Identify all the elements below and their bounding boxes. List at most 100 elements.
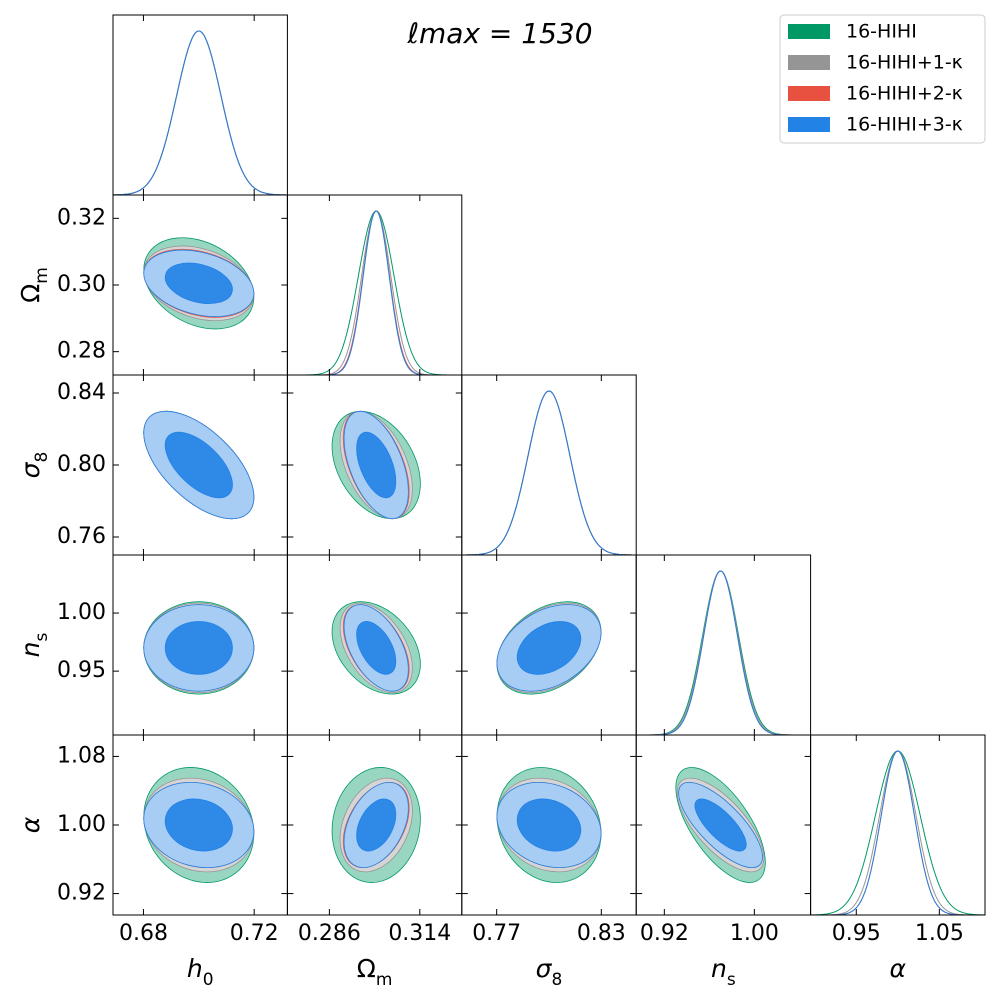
axis-label-part: Ω: [357, 954, 376, 983]
panel-contours: [143, 767, 255, 883]
axis-label-part: α: [16, 816, 45, 833]
axis-label: ns: [711, 954, 736, 990]
panel-contours: [331, 767, 421, 883]
legend-label: 16-HIHI+2-κ: [846, 83, 963, 105]
legend-swatch: [788, 117, 830, 132]
panel-marginal: [287, 210, 462, 375]
panel-frame: [286, 194, 463, 376]
y-tick-label: 1.00: [57, 812, 106, 837]
y-tick-label: 1.08: [57, 743, 106, 768]
axis-label-part: n: [16, 642, 45, 658]
axis-label-part: s: [727, 970, 736, 990]
panel-frame: [810, 734, 986, 916]
panel-contours: [675, 767, 766, 883]
contour-68: [356, 621, 397, 675]
panel-contours: [496, 601, 602, 695]
marginal-curve: [461, 390, 637, 555]
legend-label: 16-HIHI: [846, 21, 917, 43]
x-tick-label: 0.68: [119, 921, 168, 946]
marginal-curve: [287, 210, 462, 375]
axis-label-part: n: [711, 954, 727, 983]
marginal-curve: [636, 570, 811, 735]
marginal-curve: [461, 390, 637, 555]
y-tick-label: 0.32: [57, 205, 106, 230]
panel-marginal: [636, 570, 811, 735]
contour-68: [516, 621, 582, 675]
x-tick-label: 1.00: [730, 921, 779, 946]
marginal-curve: [113, 30, 288, 195]
axis-label: Ωm: [357, 954, 393, 990]
axis-label: α: [890, 954, 907, 983]
axis-label-part: m: [376, 970, 393, 990]
chart-title: ℓmax = 1530: [406, 17, 592, 50]
axis-label: σ8: [16, 452, 52, 479]
contour-68: [516, 798, 582, 852]
panel-contours: [331, 601, 421, 695]
axis-label: Ωm: [16, 267, 52, 303]
axis-label-part: 8: [32, 452, 52, 463]
axis-label-part: Ω: [16, 284, 45, 303]
x-tick-label: 0.72: [230, 921, 279, 946]
axis-label: h0: [187, 954, 214, 990]
panel-frame: [461, 374, 637, 556]
contour-68: [356, 798, 397, 852]
y-tick-label: 0.92: [57, 881, 106, 906]
panel-marginal: [810, 750, 985, 915]
x-tick-label: 0.77: [472, 921, 521, 946]
y-tick-label: 1.00: [57, 600, 106, 625]
x-tick-label: 0.286: [298, 921, 361, 946]
contour-68: [164, 621, 233, 675]
marginal-curve: [636, 570, 811, 735]
axis-label-part: m: [32, 267, 52, 284]
marginal-curve: [636, 570, 811, 735]
legend-label: 16-HIHI+1-κ: [846, 52, 963, 74]
x-tick-label: 0.95: [832, 921, 881, 946]
axis-label-part: σ: [16, 461, 45, 478]
marginal-curve: [810, 750, 985, 915]
axis-label-part: 0: [203, 970, 214, 990]
legend-box: [779, 14, 986, 144]
contour-68: [164, 798, 233, 852]
marginal-curve: [287, 210, 462, 375]
axis-label: α: [16, 816, 45, 833]
marginal-curve: [810, 750, 985, 915]
panel-frame: [635, 554, 812, 736]
contour-68: [164, 431, 233, 499]
marginal-curve: [287, 210, 462, 375]
legend-label: 16-HIHI+3-κ: [846, 114, 963, 136]
legend-swatch: [788, 24, 830, 39]
y-tick-label: 0.84: [57, 380, 106, 405]
panel-contours: [496, 767, 602, 883]
panel-contours: [331, 410, 421, 520]
y-tick-label: 0.76: [57, 524, 106, 549]
x-tick-label: 0.83: [577, 921, 626, 946]
axis-label-part: s: [32, 633, 52, 642]
marginal-curve: [287, 210, 462, 375]
marginal-curve: [810, 750, 985, 915]
y-tick-label: 0.30: [57, 272, 106, 297]
axis-label-part: h: [187, 954, 203, 983]
marginal-curve: [113, 30, 288, 195]
contour-68: [694, 798, 747, 852]
marginal-curve: [810, 750, 985, 915]
axis-label-part: α: [890, 954, 907, 983]
y-tick-label: 0.80: [57, 452, 106, 477]
contour-68: [164, 262, 233, 304]
y-tick-label: 0.95: [57, 658, 106, 683]
panel-contours: [143, 410, 255, 520]
axis-label-part: σ: [536, 954, 553, 983]
panel-contours: [143, 601, 255, 695]
marginal-curve: [113, 30, 288, 195]
y-tick-label: 0.28: [57, 339, 106, 364]
panel-marginal: [113, 30, 288, 195]
marginal-curve: [461, 390, 637, 555]
axis-label: σ8: [536, 954, 563, 990]
axis-label: ns: [16, 633, 52, 658]
marginal-curve: [461, 390, 637, 555]
panel-marginal: [461, 390, 637, 555]
axis-label-part: 8: [552, 970, 563, 990]
contour-68: [356, 431, 397, 499]
marginal-curve: [113, 30, 288, 195]
marginal-curve: [636, 570, 811, 735]
